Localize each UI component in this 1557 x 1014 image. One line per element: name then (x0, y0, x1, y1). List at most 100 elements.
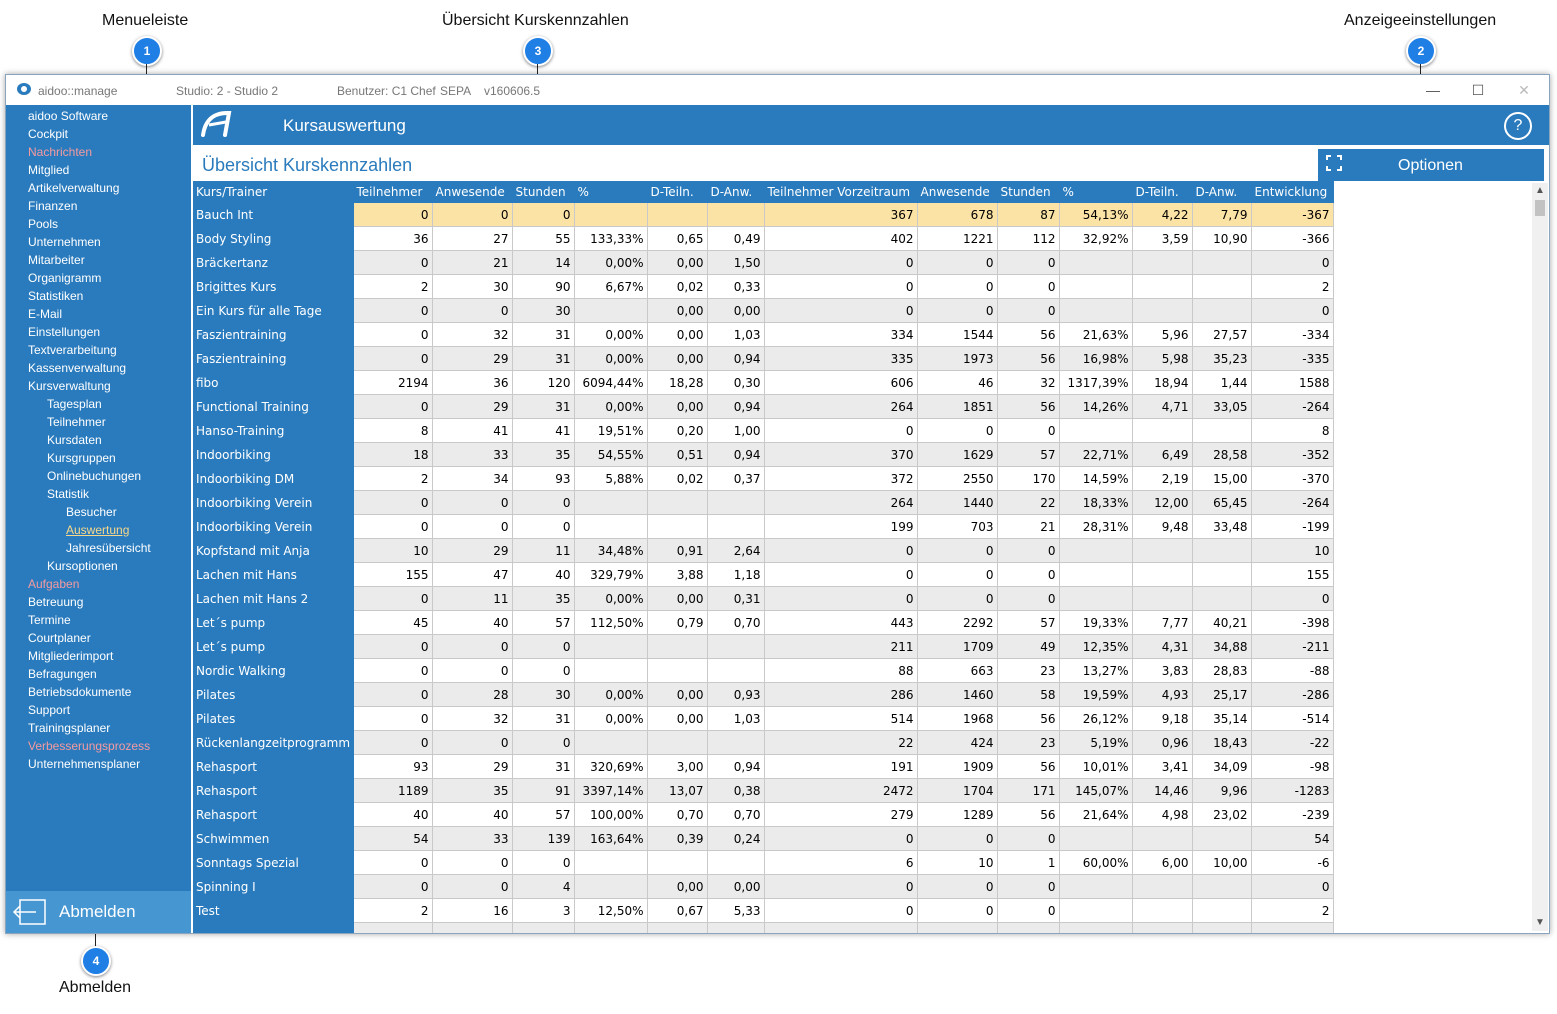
column-header[interactable]: D-Teiln. (1132, 181, 1193, 203)
sidebar-item-befragungen[interactable]: Befragungen (28, 667, 97, 681)
sidebar-item-einstellungen[interactable]: Einstellungen (28, 325, 101, 339)
table-cell: 1704 (917, 778, 998, 803)
sidebar-item-verbesserungsprozess[interactable]: Verbesserungsprozess (28, 739, 151, 753)
table-cell: 2292 (917, 610, 998, 635)
sidebar-item-kassenverwaltung[interactable]: Kassenverwaltung (28, 361, 127, 375)
maximize-button[interactable]: ☐ (1471, 82, 1485, 98)
version-label: v160606.5 (484, 84, 541, 98)
sidebar-item-kursoptionen[interactable]: Kursoptionen (47, 559, 118, 573)
sidebar-item-aufgaben[interactable]: Aufgaben (28, 577, 80, 591)
table-cell: 0 (764, 826, 918, 851)
table-row[interactable]: Rehasport 40 40 57 100,00% 0,70 0,70 279 1289 56 2… (193, 802, 1334, 827)
scroll-thumb[interactable] (1535, 200, 1545, 216)
table-row[interactable]: Indoorbiking Verein 0 0 0 264 1440 22 18,33% 12,… (193, 490, 1334, 515)
sidebar-item-textverarbeitung[interactable]: Textverarbeitung (28, 343, 117, 357)
sidebar-item-tagesplan[interactable]: Tagesplan (47, 397, 102, 411)
column-header[interactable]: Kurs/Trainer (193, 181, 354, 203)
close-button[interactable]: ✕ (1518, 82, 1530, 98)
table-row[interactable] (193, 922, 1334, 933)
help-button[interactable]: ? (1504, 112, 1532, 140)
table-row[interactable]: Spinning I 0 0 4 0,00 0,00 0 0 0 0 (193, 874, 1334, 899)
column-header[interactable]: Anwesende (917, 181, 998, 203)
sidebar-item-besucher[interactable]: Besucher (66, 505, 117, 519)
table-cell: -366 (1251, 226, 1334, 251)
scroll-down-icon[interactable]: ▼ (1535, 917, 1545, 928)
table-row[interactable]: Sonntags Spezial 0 0 0 6 10 1 60,00% 6,00 10,00 -6 (193, 850, 1334, 875)
sidebar-item-statistiken[interactable]: Statistiken (28, 289, 84, 303)
table-row[interactable]: Brigittes Kurs 2 30 90 6,67% 0,02 0,33 0 0 0 2 (193, 274, 1334, 299)
table-row[interactable]: Rehasport 1189 35 91 3397,14% 13,07 0,38 2472 17… (193, 778, 1334, 803)
column-header[interactable]: Entwicklung (1251, 181, 1334, 203)
column-header[interactable]: Stunden (997, 181, 1060, 203)
sidebar-item-aidoo-software[interactable]: aidoo Software (28, 109, 109, 123)
column-header[interactable]: % (574, 181, 648, 203)
sidebar-item-trainingsplaner[interactable]: Trainingsplaner (28, 721, 111, 735)
table-cell: 57 (512, 802, 575, 827)
table-row[interactable]: Faszientraining 0 29 31 0,00% 0,00 0,94 335 1973… (193, 346, 1334, 371)
table-row[interactable]: Functional Training 0 29 31 0,00% 0,00 0,94 264… (193, 394, 1334, 419)
sidebar-item-mitglied[interactable]: Mitglied (28, 163, 70, 177)
sidebar-item-organigramm[interactable]: Organigramm (28, 271, 102, 285)
column-header[interactable]: D-Anw. (707, 181, 765, 203)
table-row[interactable]: Bräckertanz 0 21 14 0,00% 0,00 1,50 0 0 0 0 (193, 250, 1334, 275)
table-row[interactable]: Indoorbiking Verein 0 0 0 199 703 21 28,31% 9,48… (193, 514, 1334, 539)
sidebar-item-kursdaten[interactable]: Kursdaten (47, 433, 102, 447)
sidebar-item-cockpit[interactable]: Cockpit (28, 127, 69, 141)
sidebar-item-pools[interactable]: Pools (28, 217, 59, 231)
minimize-button[interactable]: — (1426, 82, 1440, 98)
table-row[interactable]: Ein Kurs für alle Tage 0 0 30 0,00 0,00 0 0 0 0 (193, 298, 1334, 323)
table-row[interactable]: Pilates 0 32 31 0,00% 0,00 1,03 514 1968 56 26,12%… (193, 706, 1334, 731)
column-header[interactable]: Anwesende (432, 181, 513, 203)
column-header[interactable]: % (1059, 181, 1133, 203)
table-row[interactable]: Nordic Walking 0 0 0 88 663 23 13,27% 3,83 28,83-… (193, 658, 1334, 683)
vertical-scrollbar[interactable]: ▲ ▼ (1532, 183, 1548, 931)
table-row[interactable]: Lachen mit Hans 155 47 40 329,79% 3,88 1,18 0 0 0… (193, 562, 1334, 587)
sidebar-item-unternehmen[interactable]: Unternehmen (28, 235, 101, 249)
column-header[interactable]: Teilnehmer (353, 181, 433, 203)
table-row[interactable]: Let´s pump 45 40 57 112,50% 0,79 0,70 443 2292 57… (193, 610, 1334, 635)
sidebar-item-betriebsdokumente[interactable]: Betriebsdokumente (28, 685, 132, 699)
table-cell: -352 (1251, 442, 1334, 467)
sidebar-item-jahresübersicht[interactable]: Jahresübersicht (66, 541, 151, 555)
column-header[interactable]: D-Teiln. (647, 181, 708, 203)
table-row[interactable]: Rückenlangzeitprogramm 0 0 0 22 424 23 5,19% 0,9… (193, 730, 1334, 755)
sidebar-item-nachrichten[interactable]: Nachrichten (28, 145, 93, 159)
sidebar-item-auswertung[interactable]: Auswertung (66, 523, 130, 537)
table-row[interactable]: Indoorbiking DM 2 34 93 5,88% 0,02 0,37 372 2550… (193, 466, 1334, 491)
sidebar-item-kursgruppen[interactable]: Kursgruppen (47, 451, 116, 465)
sidebar-item-unternehmensplaner[interactable]: Unternehmensplaner (28, 757, 141, 771)
column-header[interactable]: D-Anw. (1192, 181, 1252, 203)
sidebar-item-e-mail[interactable]: E-Mail (28, 307, 63, 321)
table-row[interactable]: Test 2 16 3 12,50% 0,67 5,33 0 0 0 2 (193, 898, 1334, 923)
table-row[interactable]: Rehasport 93 29 31 320,69% 3,00 0,94 191 1909 56 1… (193, 754, 1334, 779)
table-row[interactable]: Schwimmen 54 33 139 163,64% 0,39 0,24 0 0 0 54 (193, 826, 1334, 851)
sidebar-item-mitarbeiter[interactable]: Mitarbeiter (28, 253, 85, 267)
table-row[interactable]: Body Styling 36 27 55 133,33% 0,65 0,49 402 1221… (193, 226, 1334, 251)
sidebar-item-mitgliederimport[interactable]: Mitgliederimport (28, 649, 114, 663)
table-row[interactable]: Pilates 0 28 30 0,00% 0,00 0,93 286 1460 58 19,59%… (193, 682, 1334, 707)
sidebar-item-termine[interactable]: Termine (28, 613, 71, 627)
table-row[interactable]: Hanso-Training 8 41 41 19,51% 0,20 1,00 0 0 0 8 (193, 418, 1334, 443)
sidebar-item-statistik[interactable]: Statistik (47, 487, 90, 501)
table-row[interactable]: Kopfstand mit Anja 10 29 11 34,48% 0,91 2,64 0 0… (193, 538, 1334, 563)
scroll-up-icon[interactable]: ▲ (1535, 185, 1545, 196)
table-row[interactable]: Faszientraining 0 32 31 0,00% 0,00 1,03 334 1544… (193, 322, 1334, 347)
table-row[interactable]: Lachen mit Hans 2 0 11 35 0,00% 0,00 0,31 0 0 0 0 (193, 586, 1334, 611)
sidebar-item-artikelverwaltung[interactable]: Artikelverwaltung (28, 181, 120, 195)
options-button[interactable]: Optionen (1318, 149, 1544, 181)
sidebar-item-support[interactable]: Support (28, 703, 71, 717)
sidebar-item-courtplaner[interactable]: Courtplaner (28, 631, 91, 645)
table-row[interactable]: Bauch Int 0 0 0 367 678 87 54,13% 4,22 7,79 -367 (193, 203, 1334, 227)
table-row[interactable]: Indoorbiking 18 33 35 54,55% 0,51 0,94 370 1629 5… (193, 442, 1334, 467)
column-header[interactable]: Stunden (512, 181, 575, 203)
sidebar-item-teilnehmer[interactable]: Teilnehmer (47, 415, 106, 429)
table-row[interactable]: fibo 2194 36 120 6094,44% 18,28 0,30 606 46 32 131… (193, 370, 1334, 395)
column-header[interactable]: Teilnehmer Vorzeitraum (764, 181, 918, 203)
sidebar-item-onlinebuchungen[interactable]: Onlinebuchungen (47, 469, 142, 483)
table-row[interactable]: Let´s pump 0 0 0 211 1709 49 12,35% 4,31 34,88 -21… (193, 634, 1334, 659)
logout-button[interactable]: Abmelden (6, 891, 191, 933)
sidebar-item-betreuung[interactable]: Betreuung (28, 595, 84, 609)
sidebar-item-finanzen[interactable]: Finanzen (28, 199, 78, 213)
table-cell: 0 (917, 298, 998, 323)
sidebar-item-kursverwaltung[interactable]: Kursverwaltung (28, 379, 111, 393)
